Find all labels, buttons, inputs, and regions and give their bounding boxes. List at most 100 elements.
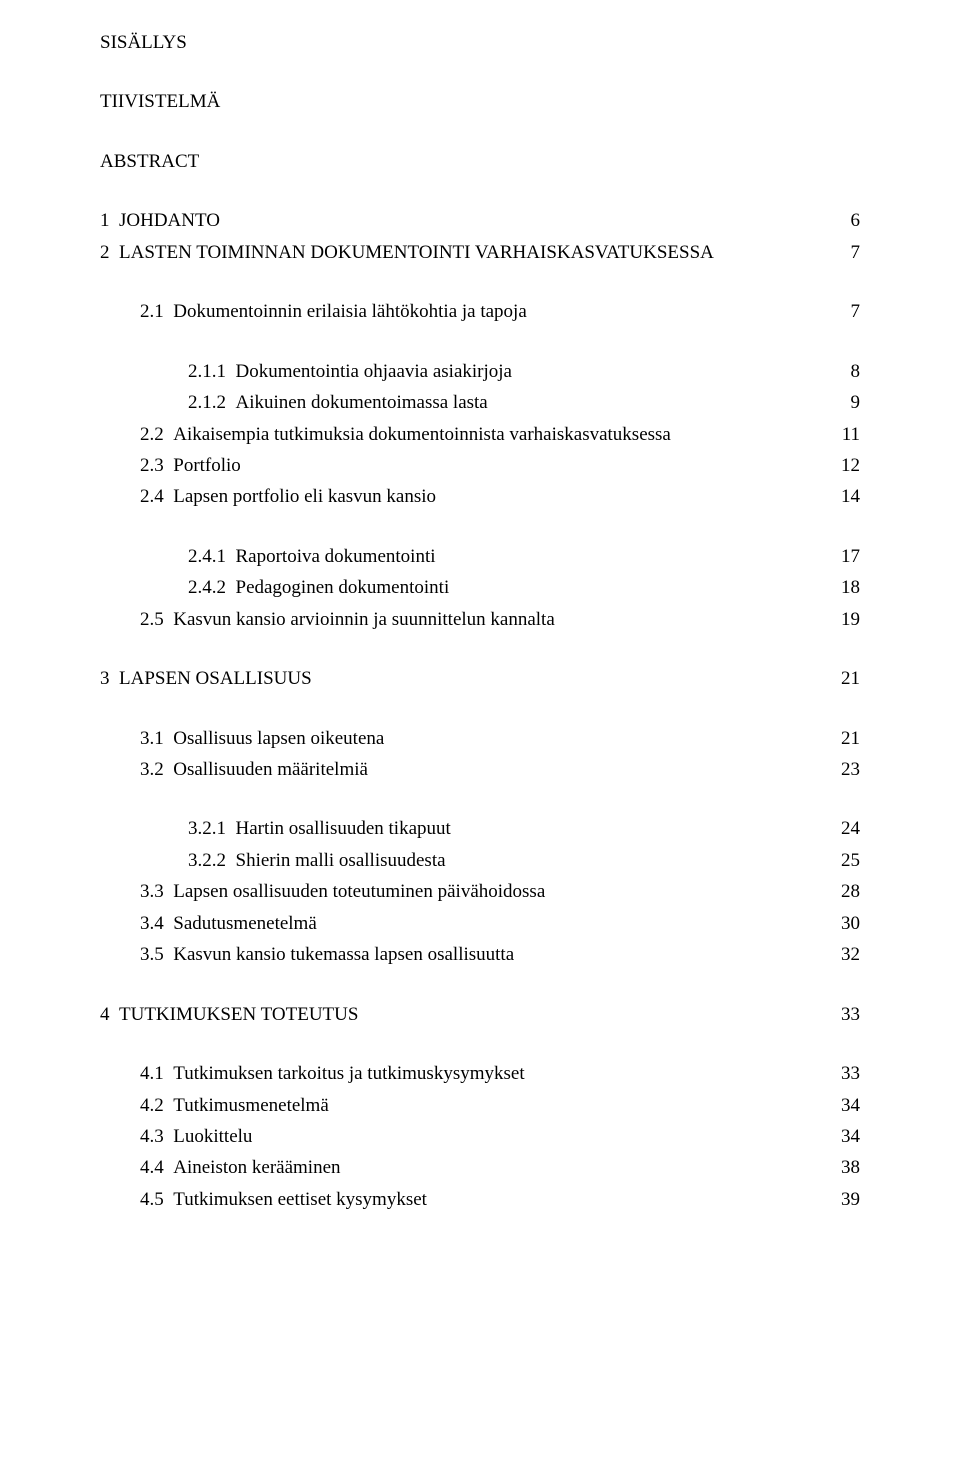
toc-entry-page: 23 <box>830 755 860 784</box>
toc-entry-page: 17 <box>830 542 860 571</box>
toc-entry-number: 3.4 <box>140 909 173 938</box>
toc-entry-label: Kasvun kansio arvioinnin ja suunnittelun… <box>173 605 830 634</box>
toc-entry-number: 4 <box>100 1000 119 1029</box>
toc-entry-page: 21 <box>830 724 860 753</box>
toc-entry: 2 LASTEN TOIMINNAN DOKUMENTOINTI VARHAIS… <box>100 238 860 267</box>
toc-entry-page: 8 <box>830 357 860 386</box>
toc-entry-page: 7 <box>830 238 860 267</box>
toc-entry-page: 11 <box>830 420 860 449</box>
toc-entry-number: 2.1.2 <box>188 388 236 417</box>
toc-entry-number: 3.5 <box>140 940 173 969</box>
toc-entry-page: 6 <box>830 206 860 235</box>
toc-entry-number: 2.4.1 <box>188 542 236 571</box>
toc-entry-label: LASTEN TOIMINNAN DOKUMENTOINTI VARHAISKA… <box>119 238 830 267</box>
toc-entry: 3.2 Osallisuuden määritelmiä23 <box>100 755 860 784</box>
toc-entry-number: 3.1 <box>140 724 173 753</box>
toc-entry: 3.3 Lapsen osallisuuden toteutuminen päi… <box>100 877 860 906</box>
toc-entry: 2.4 Lapsen portfolio eli kasvun kansio14 <box>100 482 860 511</box>
toc-entry-page: 34 <box>830 1122 860 1151</box>
toc-entry-number: 2.4.2 <box>188 573 236 602</box>
toc-entry-label: Tutkimuksen tarkoitus ja tutkimuskysymyk… <box>173 1059 830 1088</box>
toc-entry-label: Tutkimusmenetelmä <box>173 1091 830 1120</box>
toc-entry-label: Raportoiva dokumentointi <box>236 542 831 571</box>
document-page: SISÄLLYS TIIVISTELMÄ ABSTRACT 1 JOHDANTO… <box>0 0 960 1466</box>
table-of-contents: 1 JOHDANTO6 2 LASTEN TOIMINNAN DOKUMENTOI… <box>100 206 860 1214</box>
toc-entry-number: 3.2 <box>140 755 173 784</box>
toc-entry-page: 24 <box>830 814 860 843</box>
toc-entry: 4.3 Luokittelu34 <box>100 1122 860 1151</box>
toc-entry-label: Osallisuus lapsen oikeutena <box>173 724 830 753</box>
toc-entry-number: 3.2.1 <box>188 814 236 843</box>
toc-entry-number: 2.3 <box>140 451 173 480</box>
heading-sisallys: SISÄLLYS <box>100 28 860 57</box>
toc-entry-label: Portfolio <box>173 451 830 480</box>
toc-entry: 2.4.2 Pedagoginen dokumentointi18 <box>100 573 860 602</box>
toc-entry-page: 21 <box>830 664 860 693</box>
toc-entry-page: 39 <box>830 1185 860 1214</box>
toc-entry-number: 4.2 <box>140 1091 173 1120</box>
toc-entry: 2.2 Aikaisempia tutkimuksia dokumentoinn… <box>100 420 860 449</box>
toc-entry-page: 33 <box>830 1059 860 1088</box>
toc-entry: 2.1.2 Aikuinen dokumentoimassa lasta9 <box>100 388 860 417</box>
toc-entry-page: 25 <box>830 846 860 875</box>
toc-entry-page: 34 <box>830 1091 860 1120</box>
toc-entry-label: Hartin osallisuuden tikapuut <box>236 814 831 843</box>
toc-entry-number: 4.5 <box>140 1185 173 1214</box>
toc-entry-page: 14 <box>830 482 860 511</box>
toc-entry-label: Aikaisempia tutkimuksia dokumentoinnista… <box>173 420 830 449</box>
toc-entry-number: 3.2.2 <box>188 846 236 875</box>
toc-entry-page: 7 <box>830 297 860 326</box>
toc-entry-label: Kasvun kansio tukemassa lapsen osallisuu… <box>173 940 830 969</box>
toc-entry-label: Sadutusmenetelmä <box>173 909 830 938</box>
toc-entry: 2.3 Portfolio12 <box>100 451 860 480</box>
toc-entry-number: 3.3 <box>140 877 173 906</box>
toc-entry-label: Lapsen osallisuuden toteutuminen päiväho… <box>173 877 830 906</box>
toc-entry: 3.5 Kasvun kansio tukemassa lapsen osall… <box>100 940 860 969</box>
toc-entry: 4.2 Tutkimusmenetelmä34 <box>100 1091 860 1120</box>
toc-entry-label: Aikuinen dokumentoimassa lasta <box>236 388 831 417</box>
toc-entry-number: 4.3 <box>140 1122 173 1151</box>
toc-entry-label: Lapsen portfolio eli kasvun kansio <box>173 482 830 511</box>
toc-entry: 4.4 Aineiston kerääminen38 <box>100 1153 860 1182</box>
toc-entry-label: Shierin malli osallisuudesta <box>236 846 831 875</box>
toc-entry-label: Luokittelu <box>173 1122 830 1151</box>
toc-entry-page: 19 <box>830 605 860 634</box>
toc-entry-label: Tutkimuksen eettiset kysymykset <box>173 1185 830 1214</box>
heading-abstract: ABSTRACT <box>100 147 860 176</box>
toc-entry: 4 TUTKIMUKSEN TOTEUTUS33 <box>100 1000 860 1029</box>
toc-entry-page: 30 <box>830 909 860 938</box>
toc-entry-label: TUTKIMUKSEN TOTEUTUS <box>119 1000 830 1029</box>
toc-entry-number: 1 <box>100 206 119 235</box>
toc-entry-label: LAPSEN OSALLISUUS <box>119 664 830 693</box>
toc-entry-page: 33 <box>830 1000 860 1029</box>
toc-entry-number: 2.5 <box>140 605 173 634</box>
heading-tiivistelma: TIIVISTELMÄ <box>100 87 860 116</box>
toc-entry-label: Pedagoginen dokumentointi <box>236 573 831 602</box>
toc-entry-page: 18 <box>830 573 860 602</box>
toc-entry-label: Dokumentoinnin erilaisia lähtökohtia ja … <box>173 297 830 326</box>
toc-entry: 1 JOHDANTO6 <box>100 206 860 235</box>
toc-entry: 3.2.1 Hartin osallisuuden tikapuut24 <box>100 814 860 843</box>
toc-entry-label: Aineiston kerääminen <box>173 1153 830 1182</box>
toc-entry: 2.1 Dokumentoinnin erilaisia lähtökohtia… <box>100 297 860 326</box>
toc-entry-number: 3 <box>100 664 119 693</box>
toc-entry-page: 32 <box>830 940 860 969</box>
toc-entry: 3.1 Osallisuus lapsen oikeutena21 <box>100 724 860 753</box>
toc-entry-number: 4.4 <box>140 1153 173 1182</box>
toc-entry-number: 2.4 <box>140 482 173 511</box>
toc-entry: 4.5 Tutkimuksen eettiset kysymykset39 <box>100 1185 860 1214</box>
toc-entry-number: 2 <box>100 238 119 267</box>
toc-entry: 2.5 Kasvun kansio arvioinnin ja suunnitt… <box>100 605 860 634</box>
toc-entry: 4.1 Tutkimuksen tarkoitus ja tutkimuskys… <box>100 1059 860 1088</box>
toc-entry: 2.4.1 Raportoiva dokumentointi17 <box>100 542 860 571</box>
toc-entry-page: 38 <box>830 1153 860 1182</box>
toc-entry-label: Osallisuuden määritelmiä <box>173 755 830 784</box>
toc-entry-number: 2.2 <box>140 420 173 449</box>
toc-entry-page: 28 <box>830 877 860 906</box>
toc-entry-number: 2.1 <box>140 297 173 326</box>
toc-entry-number: 4.1 <box>140 1059 173 1088</box>
toc-entry-label: Dokumentointia ohjaavia asiakirjoja <box>236 357 831 386</box>
toc-entry: 3.4 Sadutusmenetelmä30 <box>100 909 860 938</box>
toc-entry-label: JOHDANTO <box>119 206 830 235</box>
toc-entry: 2.1.1 Dokumentointia ohjaavia asiakirjoj… <box>100 357 860 386</box>
